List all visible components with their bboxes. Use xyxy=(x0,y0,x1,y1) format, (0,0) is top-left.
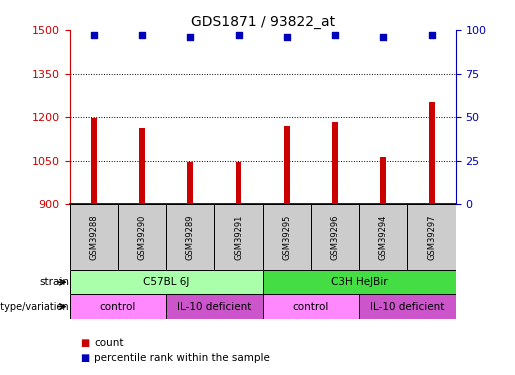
Text: GSM39291: GSM39291 xyxy=(234,214,243,260)
Point xyxy=(379,34,387,40)
Text: count: count xyxy=(94,338,124,348)
Bar xyxy=(166,294,263,319)
Point xyxy=(186,34,194,40)
Text: GSM39288: GSM39288 xyxy=(89,214,98,260)
Bar xyxy=(187,162,193,204)
Bar xyxy=(91,118,97,204)
Text: GSM39295: GSM39295 xyxy=(282,214,291,260)
Bar xyxy=(70,270,263,294)
Bar xyxy=(311,204,359,270)
Point xyxy=(90,32,98,38)
Text: genotype/variation: genotype/variation xyxy=(0,302,70,312)
Text: IL-10 deficient: IL-10 deficient xyxy=(177,302,251,312)
Point xyxy=(234,32,243,38)
Bar xyxy=(263,204,311,270)
Bar xyxy=(263,294,359,319)
Text: strain: strain xyxy=(40,277,70,287)
Text: C57BL 6J: C57BL 6J xyxy=(143,277,190,287)
Bar xyxy=(332,122,338,204)
Text: IL-10 deficient: IL-10 deficient xyxy=(370,302,444,312)
Bar xyxy=(284,126,290,204)
Text: GSM39296: GSM39296 xyxy=(331,214,339,260)
Bar xyxy=(359,294,456,319)
Point xyxy=(427,32,436,38)
Bar xyxy=(139,128,145,204)
Point xyxy=(138,32,146,38)
Title: GDS1871 / 93822_at: GDS1871 / 93822_at xyxy=(191,15,335,29)
Bar xyxy=(359,204,407,270)
Bar xyxy=(407,204,456,270)
Bar xyxy=(428,102,435,204)
Text: percentile rank within the sample: percentile rank within the sample xyxy=(94,353,270,363)
Bar xyxy=(118,204,166,270)
Text: GSM39297: GSM39297 xyxy=(427,214,436,260)
Text: GSM39290: GSM39290 xyxy=(138,214,146,260)
Bar xyxy=(70,294,166,319)
Text: GSM39294: GSM39294 xyxy=(379,214,388,260)
Text: control: control xyxy=(99,302,136,312)
Bar xyxy=(214,204,263,270)
Bar xyxy=(381,157,386,204)
Point xyxy=(331,32,339,38)
Bar xyxy=(70,204,118,270)
Text: ■: ■ xyxy=(80,353,89,363)
Point xyxy=(283,34,291,40)
Bar xyxy=(263,270,456,294)
Bar xyxy=(236,162,242,204)
Bar xyxy=(166,204,214,270)
Text: ■: ■ xyxy=(80,338,89,348)
Text: GSM39289: GSM39289 xyxy=(186,214,195,260)
Text: control: control xyxy=(293,302,329,312)
Text: C3H HeJBir: C3H HeJBir xyxy=(331,277,387,287)
